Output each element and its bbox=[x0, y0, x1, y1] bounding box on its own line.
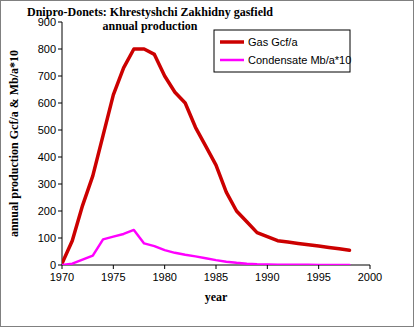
chart: Dnipro-Donets: Khrestyshchi Zakhidny gas… bbox=[0, 0, 414, 327]
x-tick-label: 1995 bbox=[306, 271, 330, 283]
y-tick-label: 900 bbox=[38, 16, 56, 28]
y-tick-label: 500 bbox=[38, 124, 56, 136]
x-axis-label: year bbox=[205, 290, 228, 304]
y-tick-label: 200 bbox=[38, 205, 56, 217]
x-tick bbox=[62, 265, 63, 269]
y-tick bbox=[58, 157, 62, 158]
legend-swatch bbox=[220, 40, 244, 44]
subtitle: annual production bbox=[103, 19, 198, 33]
y-tick-label: 700 bbox=[38, 70, 56, 82]
legend-label: Gas Gcf/a bbox=[248, 36, 298, 48]
y-tick bbox=[58, 22, 62, 23]
y-tick bbox=[58, 76, 62, 77]
y-tick bbox=[58, 184, 62, 185]
x-tick bbox=[370, 265, 371, 269]
x-tick bbox=[318, 265, 319, 269]
y-tick-label: 0 bbox=[50, 259, 56, 271]
x-tick-label: 1970 bbox=[50, 271, 74, 283]
y-tick bbox=[58, 49, 62, 50]
y-tick bbox=[58, 130, 62, 131]
y-tick-label: 100 bbox=[38, 232, 56, 244]
series-line bbox=[62, 230, 349, 265]
series-line bbox=[62, 49, 349, 264]
y-tick bbox=[58, 211, 62, 212]
x-tick bbox=[267, 265, 268, 269]
y-axis-label: annual production Gcf/a & Mb/a*10 bbox=[7, 50, 21, 237]
x-tick-label: 1985 bbox=[204, 271, 228, 283]
x-tick-label: 1990 bbox=[255, 271, 279, 283]
x-tick bbox=[164, 265, 165, 269]
y-tick-label: 600 bbox=[38, 97, 56, 109]
y-tick-label: 400 bbox=[38, 151, 56, 163]
y-tick-label: 800 bbox=[38, 43, 56, 55]
x-tick-label: 1980 bbox=[152, 271, 176, 283]
title: Dnipro-Donets: Khrestyshchi Zakhidny gas… bbox=[27, 5, 273, 19]
plot-area bbox=[62, 49, 349, 265]
x-tick-label: 2000 bbox=[358, 271, 382, 283]
y-tick bbox=[58, 238, 62, 239]
x-tick bbox=[216, 265, 217, 269]
legend-swatch bbox=[220, 59, 244, 62]
x-tick-label: 1975 bbox=[101, 271, 125, 283]
y-tick bbox=[58, 103, 62, 104]
y-tick bbox=[58, 265, 62, 266]
legend-label: Condensate Mb/a*10 bbox=[248, 54, 351, 66]
x-tick bbox=[113, 265, 114, 269]
y-axis bbox=[62, 22, 63, 265]
chart-border bbox=[1, 1, 414, 327]
y-tick-label: 300 bbox=[38, 178, 56, 190]
